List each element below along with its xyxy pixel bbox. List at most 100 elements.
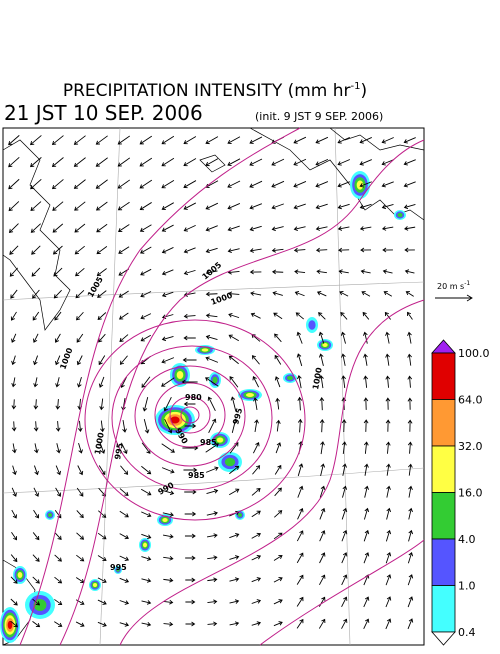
- wind-arrow: [385, 353, 390, 366]
- precip-cell: [33, 599, 47, 611]
- wind-arrow: [272, 291, 283, 296]
- wind-arrow: [341, 529, 348, 542]
- wind-arrow: [33, 509, 40, 519]
- wind-arrow: [141, 442, 151, 454]
- wind-arrow: [407, 441, 413, 454]
- wind-arrow: [183, 313, 196, 319]
- precip-cell: [116, 568, 120, 572]
- wind-arrow: [55, 355, 61, 366]
- wind-arrow: [407, 353, 412, 366]
- wind-arrow: [10, 554, 18, 563]
- precip-cell: [356, 180, 364, 190]
- wind-arrow: [250, 291, 262, 296]
- precip-cell: [47, 512, 53, 518]
- wind-arrow: [30, 201, 42, 212]
- wind-arrow: [12, 443, 17, 454]
- wind-arrow: [385, 529, 392, 542]
- wind-arrow: [183, 247, 196, 254]
- precip-cell: [201, 348, 209, 352]
- wind-arrow: [364, 485, 369, 498]
- title-text: PRECIPITATION INTENSITY (mm hr: [63, 81, 351, 101]
- wind-arrow: [381, 181, 394, 188]
- wind-arrow: [10, 576, 18, 584]
- wind-arrow: [205, 158, 219, 167]
- wind-arrow: [227, 248, 240, 254]
- wind-arrow: [342, 441, 347, 454]
- wind-arrow: [386, 507, 392, 520]
- wind-arrow: [118, 246, 130, 254]
- wind-arrow: [273, 621, 283, 627]
- wind-arrow: [297, 374, 302, 389]
- title: PRECIPITATION INTENSITY (mm hr-1): [63, 81, 367, 101]
- wind-arrow: [408, 485, 413, 498]
- wind-arrow: [162, 490, 175, 496]
- coastline: [329, 127, 425, 151]
- wind-arrow: [161, 135, 175, 145]
- wind-arrow: [184, 511, 197, 517]
- precip-cell: [216, 437, 224, 443]
- wind-arrow: [337, 159, 351, 166]
- vector-scale-arrow: [435, 294, 473, 302]
- wind-arrow: [95, 135, 108, 145]
- title-suffix: ): [361, 81, 368, 101]
- colorbar-label: 64.0: [458, 394, 483, 407]
- wind-arrow: [320, 441, 325, 455]
- wind-arrow: [275, 442, 282, 454]
- wind-arrow: [11, 355, 16, 366]
- wind-arrow: [229, 465, 240, 475]
- wind-arrow: [252, 442, 260, 454]
- wind-arrow: [30, 223, 41, 233]
- wind-arrow: [385, 397, 391, 410]
- wind-arrow: [119, 600, 130, 605]
- wind-arrow: [253, 397, 258, 411]
- wind-arrow: [97, 599, 107, 605]
- wind-arrow: [249, 225, 262, 232]
- wind-arrow: [385, 552, 392, 564]
- wind-arrow: [293, 203, 306, 210]
- wind-arrow: [319, 507, 326, 520]
- wind-arrow: [341, 574, 348, 586]
- wind-arrow: [162, 534, 174, 539]
- wind-arrow: [78, 442, 83, 454]
- wind-arrow: [385, 574, 392, 586]
- wind-arrow: [228, 312, 240, 319]
- map-area: 1005 1000 1005 1000 1000 995 990 985 980…: [0, 127, 425, 646]
- wind-arrow: [140, 488, 152, 496]
- wind-arrow: [207, 396, 216, 411]
- wind-arrow: [359, 226, 372, 231]
- valid-time: 21 JST 10 SEP. 2006: [4, 101, 203, 125]
- wind-arrow: [359, 137, 372, 144]
- colorbar-label: 0.4: [458, 626, 476, 639]
- wind-arrow: [96, 246, 108, 255]
- colorbar-label: 4.0: [458, 533, 476, 546]
- wind-arrow: [119, 355, 128, 365]
- wind-arrow: [229, 555, 240, 560]
- wind-arrow: [74, 201, 86, 211]
- wind-arrow: [339, 291, 349, 297]
- wind-arrow: [33, 333, 39, 343]
- wind-arrow: [385, 419, 391, 432]
- wind-arrow: [205, 247, 218, 254]
- wind-arrow: [384, 311, 392, 320]
- precip-cell: [237, 512, 243, 518]
- wind-arrow: [337, 136, 351, 144]
- wind-arrow: [360, 247, 372, 253]
- wind-arrow: [293, 181, 307, 188]
- wind-arrow: [340, 331, 346, 344]
- wind-arrow: [363, 353, 368, 366]
- wind-arrow: [227, 136, 241, 144]
- wind-arrow: [205, 291, 218, 297]
- wind-arrow: [341, 596, 348, 608]
- wind-arrow: [139, 157, 153, 167]
- wind-arrow: [140, 313, 152, 320]
- precip-cell: [224, 457, 236, 467]
- wind-arrow: [274, 464, 282, 475]
- wind-arrow: [31, 267, 41, 277]
- colorbar-label: 1.0: [458, 580, 476, 593]
- wind-arrow: [32, 621, 41, 628]
- wind-arrow: [249, 180, 263, 188]
- wind-arrow: [271, 203, 284, 210]
- wind-arrow: [161, 336, 174, 342]
- wind-arrow: [407, 419, 413, 432]
- wind-arrow: [403, 204, 416, 210]
